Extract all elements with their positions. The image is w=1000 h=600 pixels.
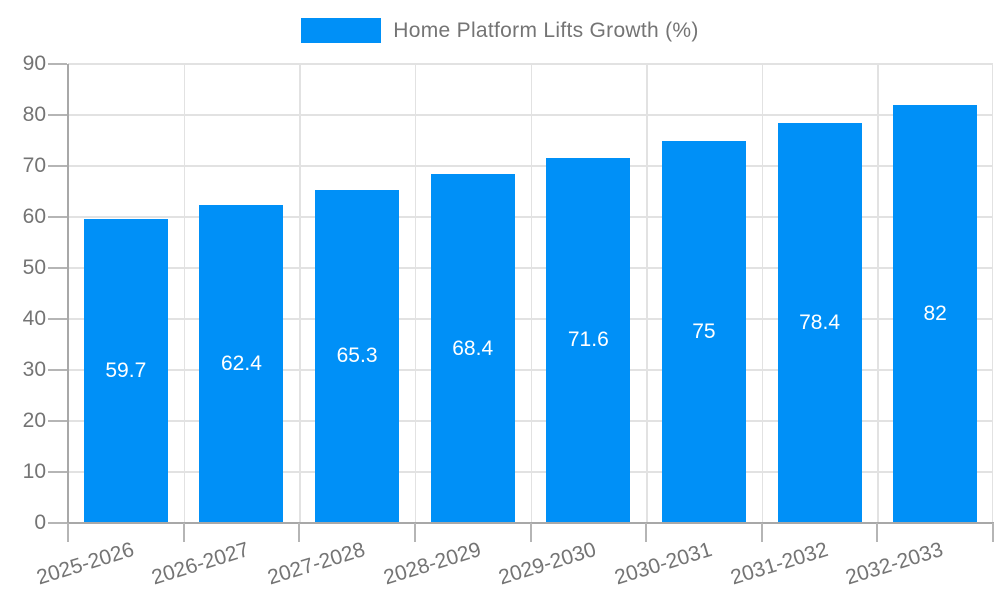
y-axis-tick-label: 70 — [22, 154, 46, 177]
y-axis-tick-label: 60 — [22, 205, 46, 228]
legend-label: Home Platform Lifts Growth (%) — [393, 18, 699, 42]
x-axis-tick — [67, 523, 69, 542]
y-axis-labels: 0 10 20 30 40 50 60 70 80 90 — [0, 52, 46, 534]
gridline-v — [414, 64, 417, 523]
bar[interactable]: 68.4 — [430, 174, 515, 523]
bar[interactable]: 71.6 — [546, 157, 631, 523]
bar-value-label: 75 — [692, 319, 716, 343]
x-axis-tick — [876, 523, 879, 542]
y-axis-tick-label: 20 — [22, 409, 46, 432]
x-axis-tick — [413, 523, 416, 542]
bar[interactable]: 62.4 — [199, 204, 284, 523]
y-axis-tick — [48, 420, 67, 422]
y-axis-tick — [48, 63, 67, 65]
y-axis-tick — [48, 114, 67, 116]
gridline-v — [183, 64, 186, 523]
bar[interactable]: 78.4 — [777, 123, 862, 523]
bar[interactable]: 75 — [661, 140, 746, 523]
y-axis-tick-label: 80 — [22, 103, 46, 126]
bar-value-label: 68.4 — [452, 336, 494, 360]
x-axis-tick — [529, 523, 532, 542]
legend-swatch — [301, 18, 382, 43]
x-axis-tick — [182, 523, 185, 542]
gridline-v — [299, 64, 301, 523]
bar[interactable]: 82 — [893, 104, 978, 523]
gridline-v — [991, 64, 993, 523]
gridline-v — [761, 64, 764, 523]
bar[interactable]: 65.3 — [315, 189, 400, 523]
bar-value-label: 65.3 — [336, 344, 378, 368]
bar-value-label: 59.7 — [105, 358, 147, 382]
gridline-v — [646, 64, 648, 523]
plot-area: 59.7 62.4 65.3 68.4 71.6 75 78.4 82 — [68, 63, 993, 523]
bar-value-label: 78.4 — [799, 311, 840, 335]
y-axis-tick — [48, 369, 67, 371]
y-axis-tick-label: 40 — [22, 307, 46, 330]
gridline-v — [530, 64, 532, 523]
gridline-v — [877, 64, 879, 523]
bar-value-label: 62.4 — [221, 351, 262, 375]
y-axis-tick — [48, 267, 67, 269]
y-axis-tick — [48, 165, 67, 167]
x-axis-tick — [645, 523, 648, 542]
bar-value-label: 71.6 — [567, 328, 609, 352]
y-axis-tick — [48, 471, 67, 473]
y-axis-tick-label: 30 — [22, 358, 46, 381]
x-axis-tick — [992, 523, 994, 542]
y-axis-tick-label: 0 — [34, 511, 46, 534]
bar-value-label: 82 — [923, 301, 947, 325]
y-axis-line — [66, 64, 69, 542]
y-axis-tick-label: 90 — [22, 52, 46, 75]
y-axis-tick — [48, 522, 67, 524]
x-axis-tick — [760, 523, 763, 542]
x-axis-tick — [298, 523, 301, 542]
legend[interactable]: Home Platform Lifts Growth (%) — [0, 18, 1000, 43]
bar[interactable]: 59.7 — [83, 218, 168, 523]
y-axis-tick-label: 50 — [22, 256, 46, 279]
y-axis-tick — [48, 318, 67, 320]
y-axis-tick — [48, 216, 67, 218]
y-axis-tick-label: 10 — [22, 460, 46, 483]
